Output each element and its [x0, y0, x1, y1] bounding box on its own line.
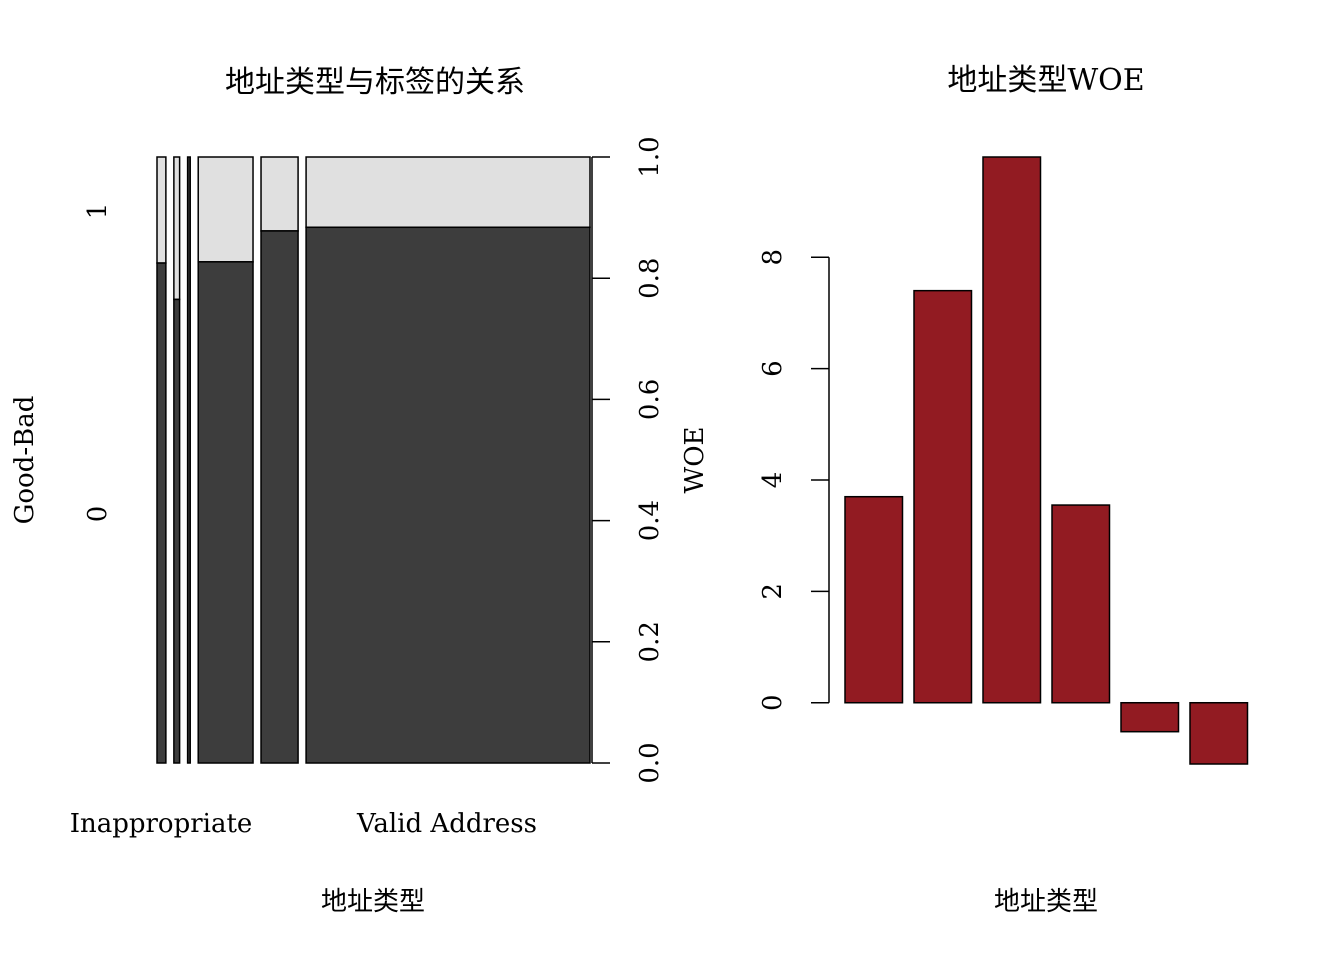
woe-bar [1051, 504, 1111, 704]
mosaic-cell-good [260, 156, 299, 232]
mosaic-y-levels: 0 1 [83, 203, 113, 523]
woe-bar [1120, 701, 1180, 733]
mosaic-x-labels: Inappropriate Valid Address [70, 809, 537, 839]
mosaic-right-axis-tick-label: 0.8 [635, 258, 665, 299]
mosaic-y2-axis-label: WOE [680, 426, 710, 493]
woe-y-axis-tick-label: 8 [758, 249, 788, 266]
mosaic-right-axis-tick-label: 0.4 [635, 500, 665, 541]
mosaic-x-tick-label: Valid Address [356, 809, 537, 839]
mosaic-title: 地址类型与标签的关系 [225, 65, 525, 100]
mosaic-x-axis-label: 地址类型 [321, 887, 425, 917]
woe-y-axis-tick-label: 2 [758, 583, 788, 600]
y-level-label: 1 [83, 203, 113, 220]
woe-y-axis-tick-label: 6 [758, 360, 788, 377]
mosaic-cell-bad [186, 156, 191, 764]
woe-bar [982, 156, 1042, 704]
woe-bar [844, 495, 904, 704]
woe-x-axis-label: 地址类型 [994, 887, 1098, 917]
mosaic-right-axis-tick-label: 0.0 [635, 742, 665, 783]
mosaic-cell-bad [305, 226, 591, 764]
mosaic-x-tick-label: Inappropriate [70, 809, 253, 839]
mosaic-right-axis-tick-label: 0.2 [635, 621, 665, 662]
woe-title: 地址类型WOE [947, 63, 1144, 98]
mosaic-right-axis-tick-label: 0.6 [635, 379, 665, 420]
woe-y-axis-tick-label: 0 [758, 694, 788, 711]
woe-y-axis-tick-label: 4 [758, 472, 788, 489]
woe-bar [913, 289, 973, 704]
mosaic-right-axis-tick-label: 1.0 [635, 136, 665, 177]
mosaic-cell-bad [173, 298, 181, 764]
mosaic-cell-good [197, 156, 254, 263]
mosaic-cell-bad [197, 261, 254, 764]
mosaic-cell-good [173, 156, 181, 301]
woe-bars [844, 156, 1249, 765]
mosaic-cell-good [305, 156, 591, 229]
mosaic-right-axis: 0.0 0.2 0.4 0.6 0.8 1.0 [591, 136, 665, 784]
woe-panel: 地址类型WOE 0 2 4 6 8 地址类型 [758, 63, 1249, 917]
mosaic-panel: 地址类型与标签的关系 0 1 Good-Bad Inappropriate Val… [10, 65, 710, 917]
woe-y-axis: 0 2 4 6 8 [758, 249, 830, 711]
mosaic-cell-good [156, 156, 167, 264]
mosaic-y-axis-label: Good-Bad [10, 396, 40, 525]
y-level-label: 0 [83, 506, 113, 523]
woe-bar [1189, 701, 1249, 765]
mosaic-columns [156, 156, 591, 764]
mosaic-cell-bad [156, 262, 167, 764]
mosaic-cell-bad [260, 230, 299, 764]
